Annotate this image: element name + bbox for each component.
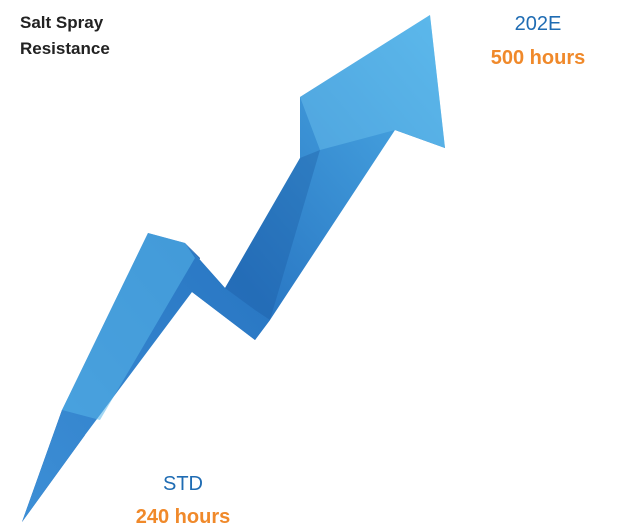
title-line: Salt Spray [20, 13, 104, 32]
top-label-value: 500 hours [491, 47, 585, 69]
title-line: Resistance [20, 39, 110, 58]
infographic: Salt Spray Resistance 202E 500 hours STD… [0, 0, 618, 529]
arrow-highlight [62, 233, 195, 420]
bottom-label-name: STD [163, 473, 203, 495]
arrow [22, 15, 445, 522]
top-label-name: 202E [515, 13, 562, 35]
bottom-label-value: 240 hours [136, 506, 230, 528]
page: Salt Spray Resistance 202E 500 hours STD… [0, 0, 618, 529]
arrow-highlight [300, 15, 445, 150]
